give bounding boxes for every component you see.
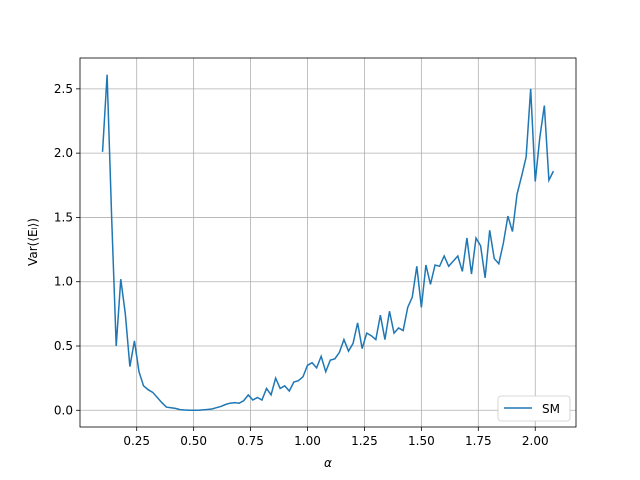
x-tick-label: 1.00 <box>294 434 321 448</box>
y-tick-label: 2.5 <box>54 82 73 96</box>
legend-box <box>497 395 571 422</box>
x-tick-label: 0.50 <box>180 434 207 448</box>
x-tick-label: 1.25 <box>351 434 378 448</box>
x-tick-label: 0.25 <box>123 434 150 448</box>
x-tick-label: 1.50 <box>408 434 435 448</box>
plot-frame <box>79 57 577 428</box>
line <box>101 74 555 412</box>
legend-label: SM <box>542 402 560 416</box>
x-axis-label: α <box>324 456 332 470</box>
y-tick-label: 0.5 <box>54 339 73 353</box>
y-tick-label: 2.0 <box>54 146 73 160</box>
y-tick-label: 1.5 <box>54 210 73 224</box>
x-tick-label: 2.00 <box>522 434 549 448</box>
x-tick-label: 1.75 <box>465 434 492 448</box>
y-tick-label: 1.0 <box>54 275 73 289</box>
y-axis-label: Var(⟨Eₗ⟩) <box>26 218 40 266</box>
y-tick-label: 0.0 <box>54 403 73 417</box>
x-tick-label: 0.75 <box>237 434 264 448</box>
